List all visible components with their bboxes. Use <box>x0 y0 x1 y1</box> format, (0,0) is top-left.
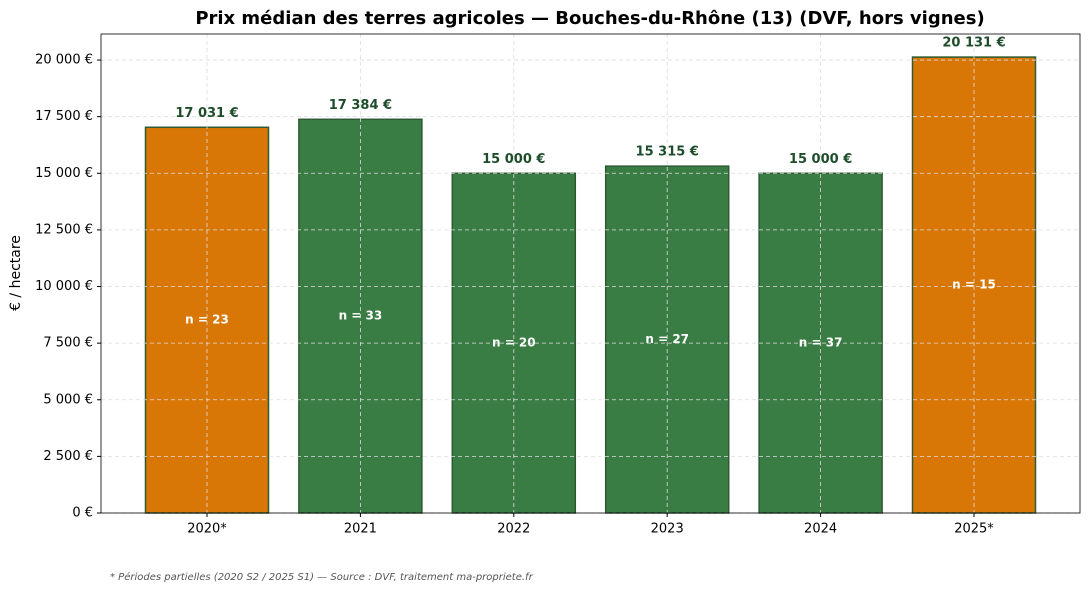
value-label: 15 000 € <box>482 152 545 167</box>
x-tick-label: 2020* <box>187 522 227 537</box>
x-tick-label: 2022 <box>497 522 530 537</box>
value-label: 15 000 € <box>789 152 852 167</box>
footnote: * Périodes partielles (2020 S2 / 2025 S1… <box>110 571 534 583</box>
y-tick-label: 2 500 € <box>43 449 93 464</box>
y-tick-label: 5 000 € <box>43 392 93 407</box>
y-tick-label: 10 000 € <box>35 279 93 294</box>
plot-frame <box>100 33 1081 514</box>
value-label: 17 031 € <box>175 106 238 121</box>
value-label: 17 384 € <box>329 98 392 113</box>
y-tick-label: 12 500 € <box>35 222 93 237</box>
y-tick-label: 7 500 € <box>43 336 93 351</box>
value-label: 15 315 € <box>636 145 699 160</box>
count-label: n = 15 <box>952 278 996 292</box>
y-tick-label: 17 500 € <box>35 109 93 124</box>
x-tick-label: 2023 <box>651 522 684 537</box>
y-axis-label: € / hectare <box>8 235 24 311</box>
x-tick-label: 2024 <box>804 522 837 537</box>
value-label: 20 131 € <box>942 36 1005 51</box>
x-tick-label: 2025* <box>954 522 994 537</box>
y-tick-label: 0 € <box>72 506 93 521</box>
y-tick-label: 20 000 € <box>35 53 93 68</box>
count-label: n = 23 <box>185 313 229 327</box>
count-label: n = 20 <box>492 336 536 350</box>
count-label: n = 27 <box>645 332 689 346</box>
y-tick-label: 15 000 € <box>35 166 93 181</box>
x-tick-label: 2021 <box>344 522 377 537</box>
chart-title: Prix médian des terres agricoles — Bouch… <box>195 8 984 29</box>
count-label: n = 33 <box>339 309 383 323</box>
count-label: n = 37 <box>799 336 843 350</box>
